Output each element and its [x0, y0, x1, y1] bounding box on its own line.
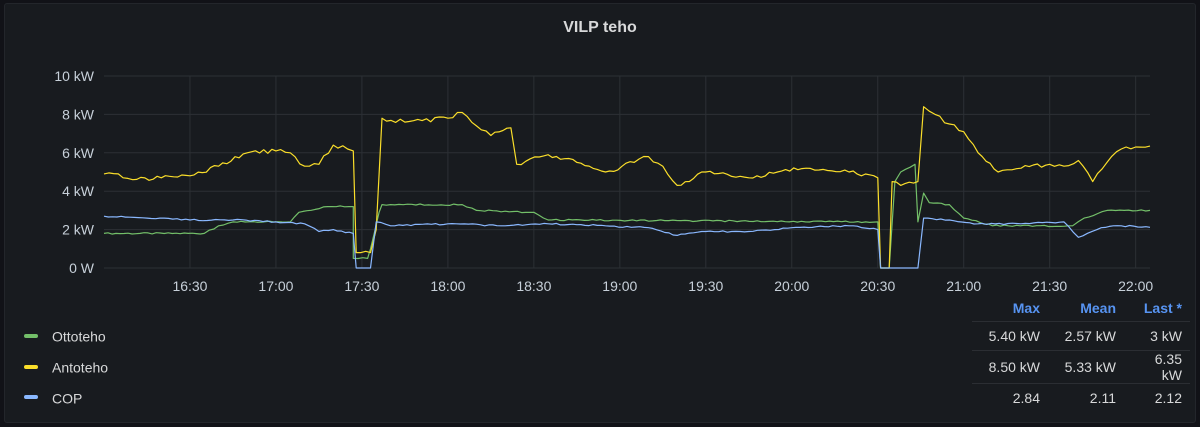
- legend-header-name: [4, 297, 972, 322]
- series-line-ottoteho: [103, 163, 1151, 269]
- x-tick-label: 16:30: [172, 278, 207, 294]
- legend-series-name[interactable]: Antoteho: [52, 359, 109, 376]
- legend-series-cell[interactable]: Antoteho: [4, 351, 972, 384]
- series-line-antoteho: [103, 106, 1151, 269]
- x-tick-label: 21:00: [946, 278, 981, 294]
- x-tick-label: 18:00: [430, 278, 465, 294]
- legend-swatch-icon: [24, 395, 38, 400]
- x-tick-label: 20:30: [860, 278, 895, 294]
- legend-last-value: 3 kW: [1124, 321, 1190, 351]
- legend-mean-value: 5.33 kW: [1048, 350, 1124, 384]
- x-tick-label: 19:30: [688, 278, 723, 294]
- x-tick-label: 17:30: [344, 278, 379, 294]
- x-tick-label: 17:00: [258, 278, 293, 294]
- legend-series-name[interactable]: COP: [52, 390, 83, 407]
- legend-table: Max Mean Last * Ottoteho 5.40 kW 2.57 kW…: [4, 297, 1190, 412]
- line-chart[interactable]: 0 W 2 kW 4 kW 6 kW 8 kW 10 kW 16:30 17:00 17:30 1…: [0, 0, 1200, 300]
- legend-last-value: 6.35 kW: [1124, 350, 1190, 384]
- x-tick-label: 20:00: [774, 278, 809, 294]
- legend-row-ottoteho[interactable]: Ottoteho 5.40 kW 2.57 kW 3 kW: [4, 321, 1190, 351]
- panel-title[interactable]: VILP teho: [563, 19, 637, 36]
- legend-header-mean[interactable]: Mean: [1080, 300, 1116, 316]
- legend-header-last[interactable]: Last *: [1143, 300, 1182, 316]
- series-line-cop: [103, 215, 1151, 269]
- y-tick-label: 0 W: [69, 260, 95, 276]
- legend-row-cop[interactable]: COP 2.84 2.11 2.12: [4, 383, 1190, 413]
- legend-mean-value: 2.57 kW: [1048, 321, 1124, 351]
- legend-swatch-icon: [24, 333, 38, 338]
- legend-series-name[interactable]: Ottoteho: [52, 328, 106, 345]
- y-tick-label: 4 kW: [62, 183, 95, 199]
- legend-series-cell[interactable]: COP: [4, 384, 972, 413]
- y-tick-label: 8 kW: [62, 106, 95, 122]
- x-tick-label: 19:00: [602, 278, 637, 294]
- legend-header-row: Max Mean Last *: [4, 297, 1190, 322]
- legend-swatch-icon: [24, 364, 38, 369]
- legend-header-max[interactable]: Max: [1012, 300, 1040, 316]
- x-tick-label: 22:00: [1118, 278, 1153, 294]
- legend-mean-value: 2.11: [1048, 383, 1124, 412]
- x-tick-label: 21:30: [1032, 278, 1067, 294]
- y-tick-label: 10 kW: [54, 68, 94, 84]
- x-tick-label: 18:30: [516, 278, 551, 294]
- legend-row-antoteho[interactable]: Antoteho 8.50 kW 5.33 kW 6.35 kW: [4, 350, 1190, 384]
- legend-max-value: 8.50 kW: [972, 350, 1048, 384]
- legend-max-value: 5.40 kW: [972, 321, 1048, 351]
- legend-series-cell[interactable]: Ottoteho: [4, 322, 972, 351]
- y-tick-label: 2 kW: [62, 222, 95, 238]
- y-tick-label: 6 kW: [62, 145, 95, 161]
- legend-last-value: 2.12: [1124, 383, 1190, 412]
- legend-max-value: 2.84: [972, 383, 1048, 412]
